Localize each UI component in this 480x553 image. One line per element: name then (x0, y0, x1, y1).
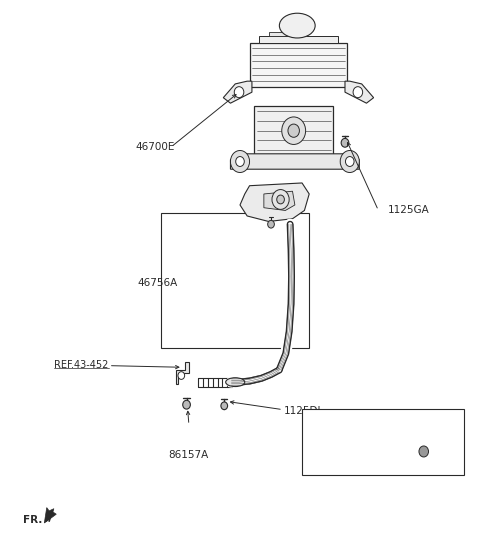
Circle shape (236, 156, 244, 166)
Text: 86157A: 86157A (168, 450, 209, 460)
Circle shape (340, 150, 360, 173)
Bar (302, 409, 464, 474)
Bar (161, 213, 309, 348)
Polygon shape (230, 154, 360, 169)
Ellipse shape (226, 378, 245, 387)
Bar (254, 106, 333, 155)
Circle shape (230, 150, 250, 173)
Circle shape (353, 87, 363, 98)
Text: REF.43-452: REF.43-452 (54, 359, 108, 369)
Circle shape (268, 221, 275, 228)
Text: 1125KB: 1125KB (395, 419, 433, 429)
Circle shape (234, 87, 244, 98)
FancyBboxPatch shape (250, 43, 348, 87)
Bar (269, 32, 297, 36)
Polygon shape (44, 508, 56, 523)
Text: 46756A: 46756A (137, 278, 178, 288)
Text: 46700E: 46700E (135, 142, 174, 152)
Circle shape (277, 195, 284, 204)
Text: 1125GA: 1125GA (388, 206, 430, 216)
Circle shape (221, 402, 228, 410)
Polygon shape (240, 183, 309, 222)
Bar (259, 36, 338, 43)
Text: 1018AD: 1018AD (321, 419, 360, 429)
Circle shape (341, 138, 349, 147)
Polygon shape (345, 81, 373, 103)
Circle shape (282, 117, 306, 144)
Polygon shape (176, 362, 189, 384)
Circle shape (272, 190, 289, 210)
Text: 1125DL: 1125DL (284, 406, 324, 416)
Polygon shape (264, 191, 295, 211)
Circle shape (346, 156, 354, 166)
Text: FR.: FR. (23, 515, 42, 525)
Circle shape (183, 400, 191, 409)
Ellipse shape (279, 13, 315, 38)
Circle shape (288, 124, 300, 137)
Circle shape (178, 372, 185, 379)
Polygon shape (223, 81, 252, 103)
Circle shape (419, 446, 429, 457)
